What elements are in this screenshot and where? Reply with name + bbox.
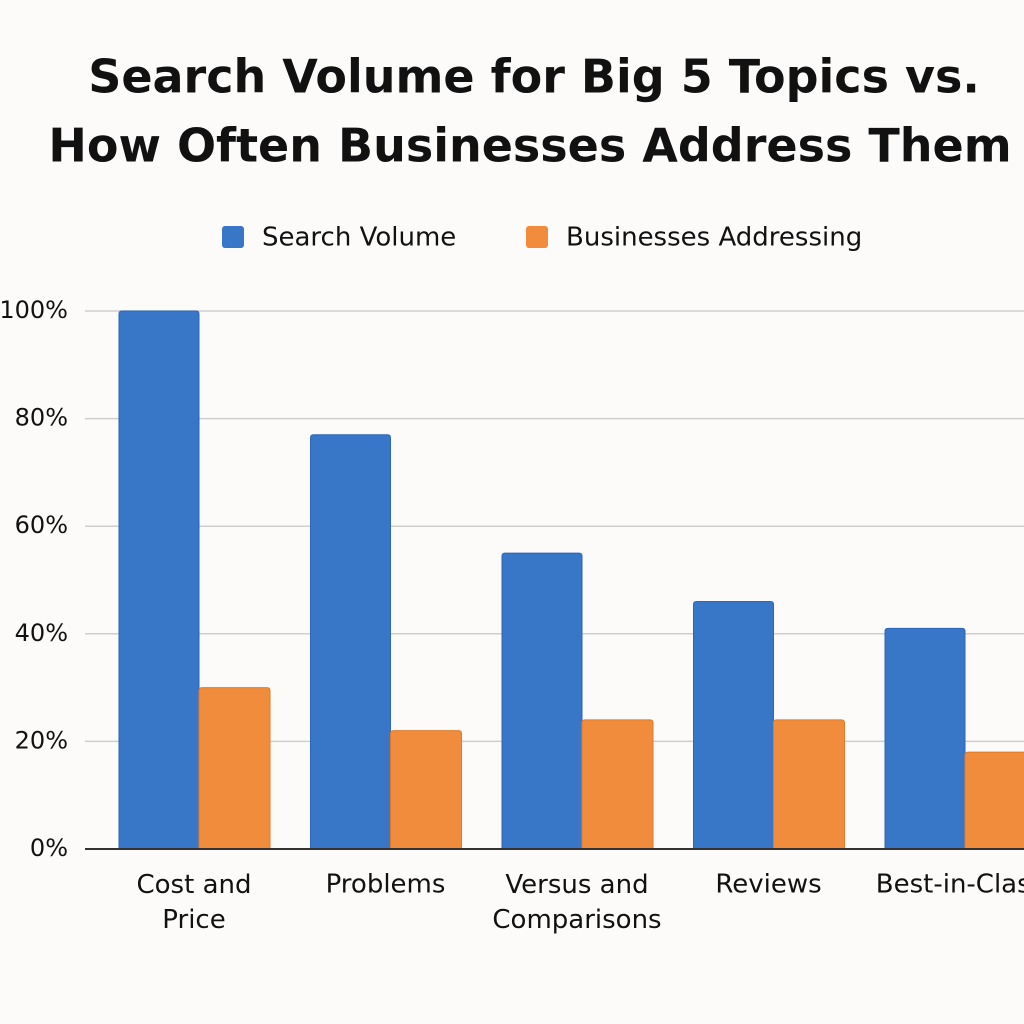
bar <box>310 434 391 850</box>
bar <box>964 751 1024 850</box>
y-tick-label: 80% <box>15 404 68 432</box>
y-tick-label: 0% <box>30 834 68 862</box>
bar <box>118 310 200 850</box>
bar <box>198 687 271 850</box>
x-tick-label: Problems <box>326 870 446 900</box>
bar <box>501 552 583 850</box>
x-tick-label: Reviews <box>715 870 821 900</box>
x-tick-label: Cost and Price <box>137 870 252 935</box>
y-tick-label: 20% <box>15 726 68 754</box>
bar <box>390 730 462 850</box>
bar <box>773 719 845 850</box>
y-tick-label: 60% <box>15 511 68 539</box>
legend-swatch <box>222 226 244 248</box>
chart-title: How Often Businesses Address Them <box>48 119 1011 173</box>
bar <box>884 627 966 850</box>
legend-label: Businesses Addressing <box>566 223 862 253</box>
legend-label: Search Volume <box>262 223 456 253</box>
y-tick-label: 100% <box>0 296 68 324</box>
bar <box>581 719 654 850</box>
bar <box>693 601 774 850</box>
x-tick-label: Versus and Comparisons <box>492 870 661 935</box>
y-tick-label: 40% <box>15 619 68 647</box>
chart-title: Search Volume for Big 5 Topics vs. <box>88 50 980 104</box>
legend-swatch <box>526 226 548 248</box>
x-tick-label: Best-in-Class <box>876 870 1024 900</box>
